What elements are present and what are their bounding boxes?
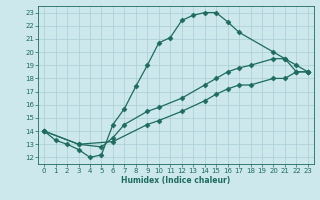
X-axis label: Humidex (Indice chaleur): Humidex (Indice chaleur) xyxy=(121,176,231,185)
